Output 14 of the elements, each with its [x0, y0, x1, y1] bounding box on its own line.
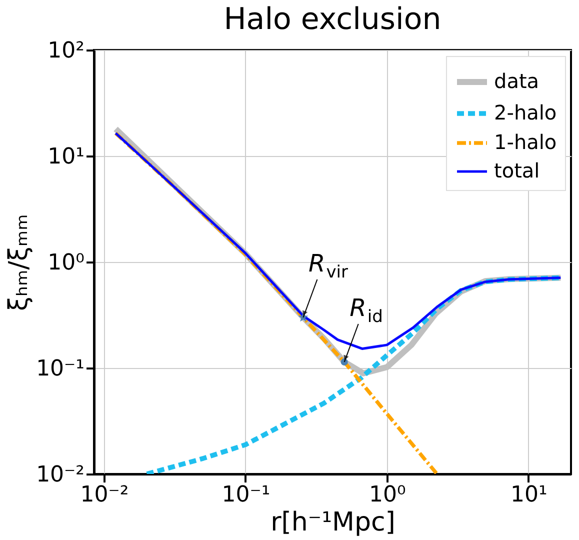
- legend-label: 1-halo: [494, 130, 557, 154]
- y-tick-label: 10⁰: [48, 250, 85, 276]
- legend-label: 2-halo: [494, 100, 557, 124]
- x-tick-label: 10¹: [510, 482, 548, 508]
- chart-title: Halo exclusion: [224, 2, 442, 37]
- y-tick-label: 10²: [48, 38, 84, 64]
- legend-label: data: [494, 69, 540, 93]
- y-axis-title: ξₕₘ/ξₘₘ: [4, 214, 34, 311]
- x-tick-label: 10⁻¹: [222, 482, 270, 508]
- y-tick-label: 10¹: [48, 144, 84, 170]
- x-axis-title: r[h⁻¹Mpc]: [270, 508, 396, 538]
- x-tick-label: 10⁰: [369, 482, 406, 508]
- y-tick-label: 10⁻¹: [36, 356, 84, 382]
- legend-label: total: [494, 158, 540, 182]
